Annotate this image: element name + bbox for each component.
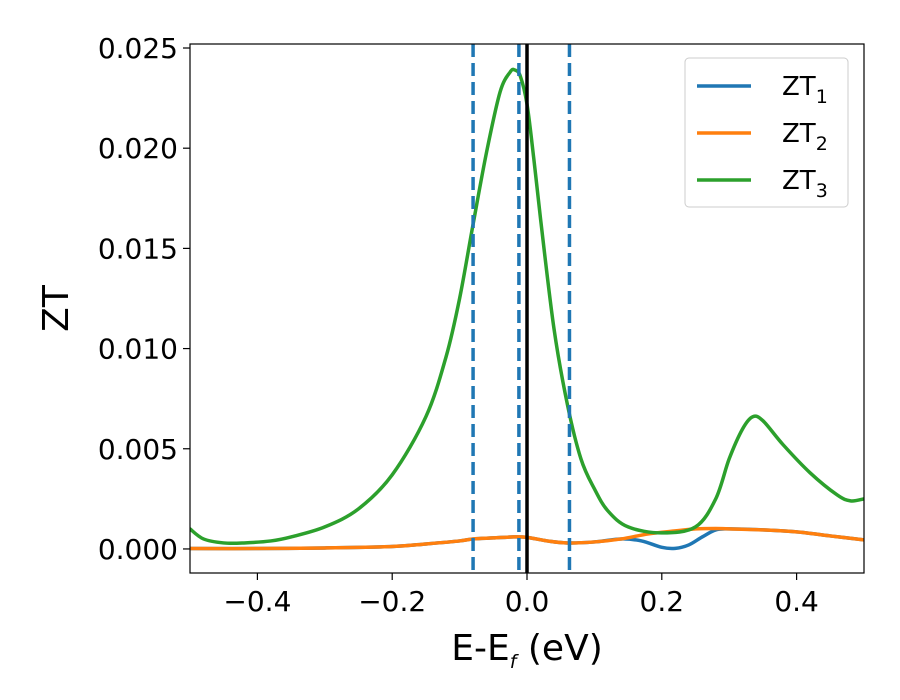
legend-entry-zt1: ZT1 [697, 72, 828, 108]
y-tick-label: 0.015 [98, 232, 178, 265]
legend-entry-zt2: ZT2 [697, 119, 828, 155]
x-tick-label: 0.2 [640, 585, 685, 618]
x-axis-label: E-Ef (eV) [451, 628, 603, 673]
y-axis-label: ZT [36, 284, 77, 332]
y-tick-label: 0.025 [98, 32, 178, 65]
x-tick-label: −0.2 [358, 585, 426, 618]
y-axis: 0.000 0.005 0.010 0.015 0.020 0.025 [98, 32, 190, 566]
legend: ZT1 ZT2 ZT3 [684, 57, 849, 208]
legend-label: ZT3 [782, 166, 828, 202]
series-line-zt3 [190, 67, 864, 546]
series-line-zt2 [190, 526, 864, 551]
legend-label: ZT1 [782, 72, 828, 108]
y-tick-label: 0.005 [98, 433, 178, 466]
x-tick-label: −0.4 [223, 585, 291, 618]
plot-area [190, 44, 864, 573]
x-tick-label: 0.0 [505, 585, 550, 618]
y-tick-label: 0.020 [98, 132, 178, 165]
legend-box [684, 57, 849, 208]
x-tick-label: 0.4 [774, 585, 819, 618]
y-tick-label: 0.000 [98, 533, 178, 566]
legend-entry-zt3: ZT3 [697, 166, 828, 202]
legend-label: ZT2 [782, 119, 828, 155]
y-tick-label: 0.010 [98, 333, 178, 366]
x-axis: −0.4 −0.2 0.0 0.2 0.4 [223, 573, 819, 618]
